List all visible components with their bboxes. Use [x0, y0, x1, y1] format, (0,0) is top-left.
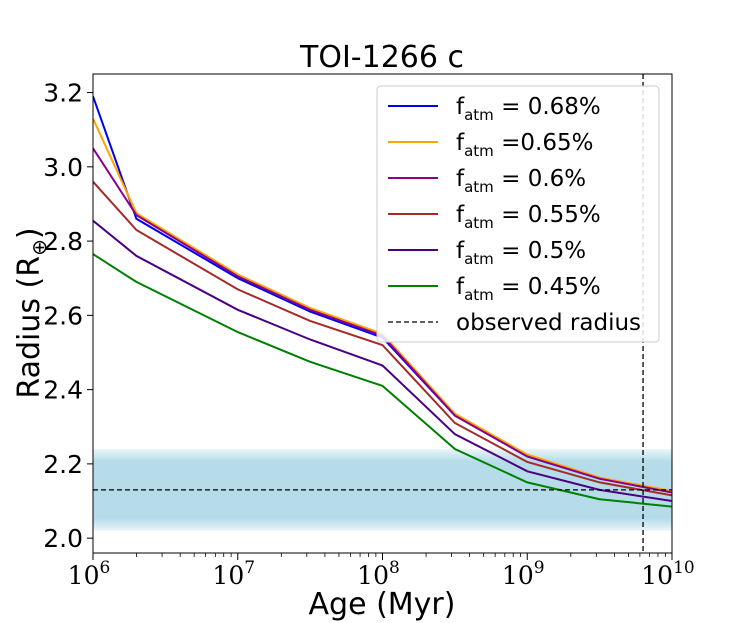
legend-label-6: fatm = 0.45%: [456, 274, 601, 304]
x-tick-label: 1010: [641, 558, 694, 590]
x-axis-label: Age (Myr): [309, 587, 456, 622]
legend-label-2: fatm =0.65%: [456, 130, 593, 160]
y-tick-label: 2.8: [43, 227, 83, 256]
y-axis-label-close: ): [12, 227, 47, 239]
legend-label-observed: observed radius: [456, 310, 641, 336]
legend: fatm = 0.68% fatm =0.65% fatm = 0.6% fatm =…: [376, 85, 660, 343]
legend-label-3: fatm = 0.6%: [456, 166, 586, 196]
x-tick-label: 109: [502, 558, 545, 590]
earth-symbol: ⊕: [27, 239, 51, 256]
chart-title: TOI-1266 c: [299, 40, 464, 75]
x-axis-ticks: 106 107 108 109 1010: [68, 553, 695, 590]
x-tick-label: 107: [212, 558, 255, 590]
x-tick-label: 108: [357, 558, 400, 590]
series-line-5: [93, 219, 672, 502]
legend-label-1: fatm = 0.68%: [456, 94, 601, 124]
series-line-6: [93, 253, 672, 508]
y-tick-label: 3.2: [43, 79, 83, 108]
legend-frame: [376, 85, 660, 343]
y-axis-label-text: Radius (R: [12, 256, 47, 399]
y-axis-ticks: 2.0 2.2 2.4 2.6 2.8 3.0 3.2: [43, 79, 93, 553]
x-tick-label: 106: [68, 558, 111, 590]
y-tick-label: 3.0: [43, 153, 83, 182]
legend-label-4: fatm = 0.55%: [456, 202, 601, 232]
y-axis-label: Radius (R⊕): [12, 227, 51, 398]
y-tick-label: 2.0: [43, 524, 83, 553]
y-tick-label: 2.6: [43, 301, 83, 330]
legend-label-5: fatm = 0.5%: [456, 238, 586, 268]
y-tick-label: 2.4: [43, 376, 83, 405]
y-tick-label: 2.2: [43, 450, 83, 479]
series-line-4: [93, 181, 672, 497]
